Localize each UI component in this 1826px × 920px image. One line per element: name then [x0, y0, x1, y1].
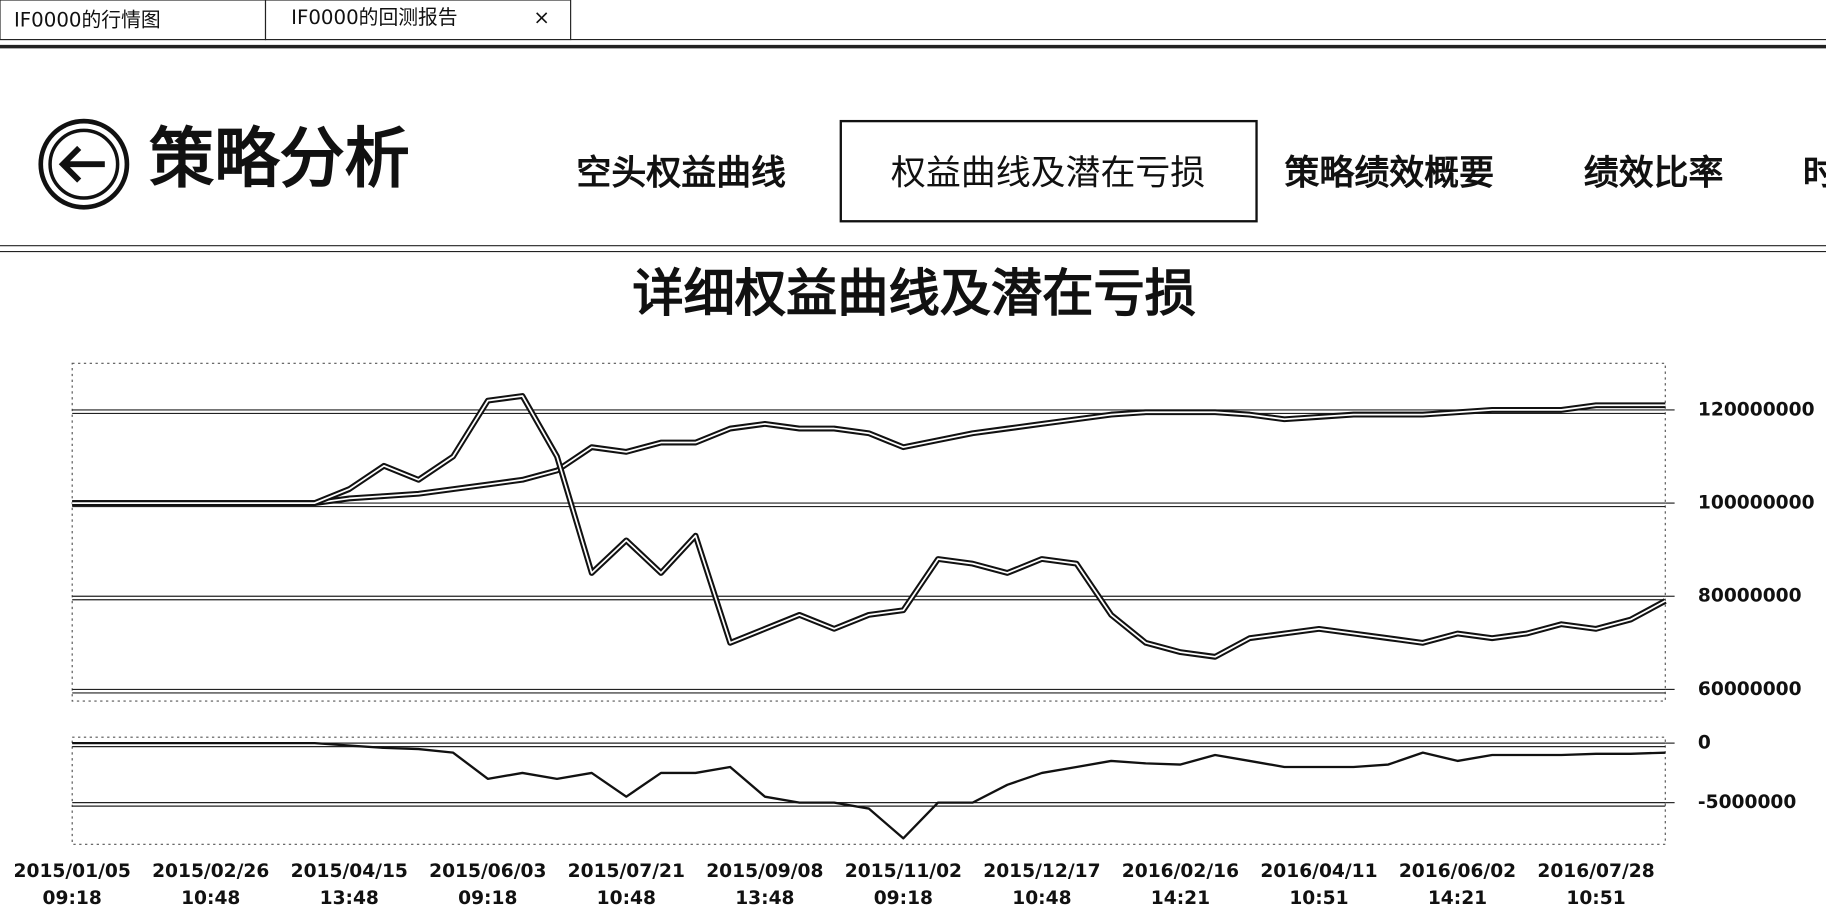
x-tick-label-line: 2015/12/17: [983, 861, 1100, 882]
x-tick-label: 2016/06/02 14:21: [1399, 861, 1516, 909]
x-tick-label-line: 14:21: [1151, 887, 1210, 908]
x-tick-label-line: 10:48: [181, 887, 240, 908]
y-tick-label: 100000000: [1698, 493, 1815, 514]
x-tick-label-line: 2015/11/02: [845, 861, 962, 882]
x-tick-label: 2015/09/08 13:48: [706, 861, 823, 909]
back-circle: [38, 118, 130, 210]
y-tick-label: 120000000: [1698, 399, 1815, 420]
x-tick-label-line: 2016/02/16: [1122, 861, 1239, 882]
back-button[interactable]: [38, 118, 130, 210]
x-tick-label-line: 10:48: [1012, 887, 1071, 908]
x-tick-label: 2015/12/17 10:48: [983, 861, 1100, 909]
x-tick-label: 2015/06/03 09:18: [429, 861, 546, 909]
x-tick-label-line: 10:51: [1566, 887, 1625, 908]
nav-tab-active[interactable]: [839, 119, 1258, 223]
x-tick-label-line: 2016/07/28: [1537, 861, 1654, 882]
x-tick-label-line: 13:48: [320, 887, 379, 908]
back-arrow: [58, 145, 105, 183]
nav-item[interactable]: 时: [1803, 154, 1826, 194]
x-tick-label-line: 10:51: [1289, 887, 1348, 908]
x-tick-label-line: 09:18: [874, 887, 933, 908]
nav-bar: 空头权益曲线 权益曲线及潜在亏损 策略绩效概要 绩效比率 时: [576, 119, 1826, 223]
x-tick-label-line: 14:21: [1428, 887, 1487, 908]
back-circle-inner: [48, 128, 120, 200]
y-tick-label: 60000000: [1698, 679, 1802, 700]
x-tick-label-line: 2016/04/11: [1260, 861, 1377, 882]
x-tick-label: 2016/02/16 14:21: [1122, 861, 1239, 909]
x-tick-label-line: 2015/01/05: [14, 861, 131, 882]
page-title: 策略分析: [149, 121, 410, 197]
x-tick-label-line: 2015/02/26: [152, 861, 269, 882]
series-line: [72, 402, 1666, 506]
x-tick-label-line: 13:48: [735, 887, 794, 908]
x-tick-label-line: 2015/07/21: [568, 861, 685, 882]
nav-item[interactable]: 绩效比率: [1584, 154, 1724, 194]
series-line: [72, 741, 1666, 840]
x-tick-label: 2016/04/11 10:51: [1260, 861, 1377, 909]
tab-label: IF0000的行情图: [14, 8, 161, 31]
tab-label: IF0000的回测报告: [291, 6, 457, 29]
chart-title: 详细权益曲线及潜在亏损: [632, 264, 1196, 324]
x-tick-label: 2015/01/05 09:18: [14, 861, 131, 909]
series-line-core: [72, 395, 1666, 658]
nav-item[interactable]: 空头权益曲线: [576, 154, 786, 194]
x-tick-label-line: 2015/06/03: [429, 861, 546, 882]
x-tick-label-line: 09:18: [43, 887, 102, 908]
plot-frame: [71, 362, 1666, 702]
nav-item[interactable]: 策略绩效概要: [1284, 154, 1494, 194]
tab-close[interactable]: ×: [533, 6, 550, 29]
plots: 60000000 80000000 100000000 120000000 -50000…: [14, 393, 1815, 909]
x-tick-label: 2015/11/02 09:18: [845, 861, 962, 909]
nav-item-active[interactable]: 权益曲线及潜在亏损: [891, 154, 1205, 194]
x-tick-label: 2015/04/15 13:48: [291, 861, 408, 909]
tab-active[interactable]: [264, 0, 572, 41]
x-tick-label: 2016/07/28 10:51: [1537, 861, 1654, 909]
x-tick-label-line: 2015/09/08: [706, 861, 823, 882]
y-tick-label: 80000000: [1698, 586, 1802, 607]
x-tick-label: 2015/02/26 10:48: [152, 861, 269, 909]
x-tick-label-line: 10:48: [597, 887, 656, 908]
x-tick-label-line: 09:18: [458, 887, 517, 908]
y-tick-label: -5000000: [1698, 792, 1796, 813]
y-tick-label: 0: [1698, 733, 1711, 754]
x-tick-label-line: 2015/04/15: [291, 861, 408, 882]
series-line-core: [72, 404, 1666, 504]
x-tick-label-line: 2016/06/02: [1399, 861, 1516, 882]
x-tick-label: 2015/07/21 10:48: [568, 861, 685, 909]
